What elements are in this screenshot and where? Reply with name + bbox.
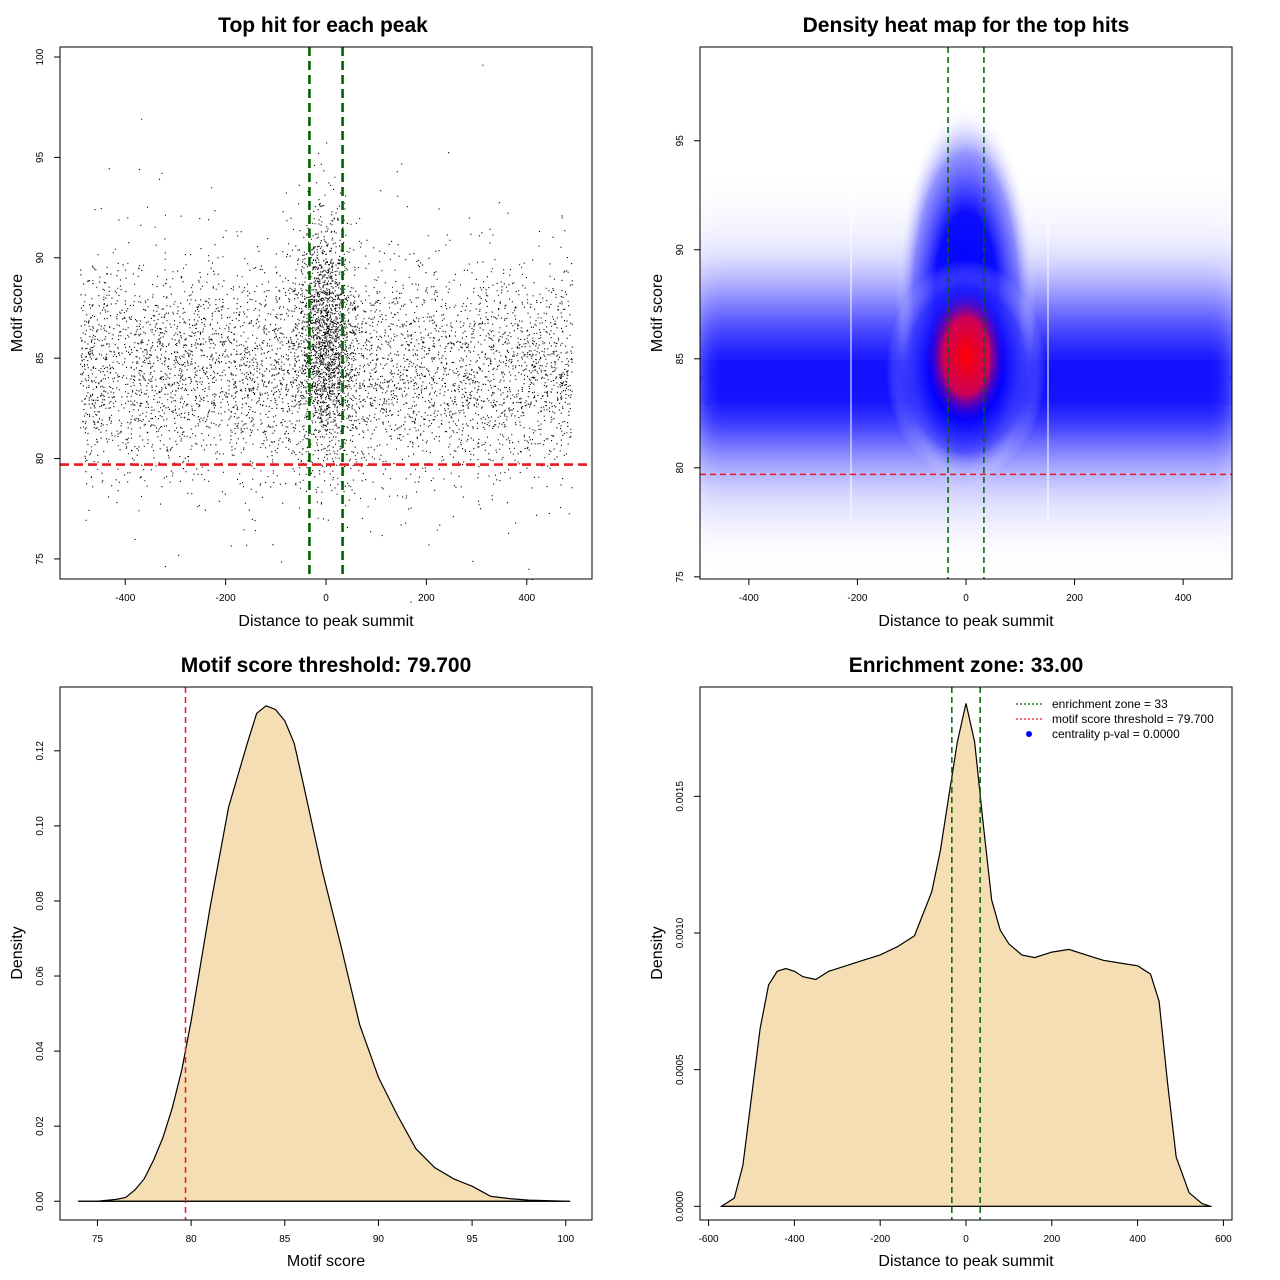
- heatmap-x-tick-label: 200: [1066, 593, 1083, 604]
- score-density-x-tick-label: 100: [557, 1234, 574, 1245]
- heatmap-peak: [924, 286, 1008, 426]
- scatter-y-tick-label: 100: [35, 48, 46, 65]
- scatter-y-tick-label: 85: [35, 352, 46, 364]
- scatter-y-tick-label: 95: [35, 151, 46, 163]
- scatter-y-tick-label: 80: [35, 453, 46, 465]
- score-density-title: Motif score threshold: 79.700: [181, 654, 472, 677]
- score-density-y-tick-label: 0.02: [35, 1116, 46, 1136]
- legend-swatch-pval: [1026, 731, 1032, 737]
- scatter-point-cloud: [80, 64, 573, 603]
- distance-density-y-tick-label: 0.0015: [675, 781, 686, 812]
- scatter-x-tick-label: 200: [418, 593, 435, 604]
- distance-density-x-tick-label: -200: [870, 1234, 890, 1245]
- heatmap-x-tick-label: -400: [739, 593, 759, 604]
- score-density-y-tick-label: 0.12: [35, 741, 46, 761]
- score-density-x-label: Motif score: [287, 1253, 365, 1270]
- score-density-y-axis: 0.00 0.02 0.04 0.06 0.08 0.10 0.12: [35, 741, 61, 1211]
- score-density-y-tick-label: 0.00: [35, 1191, 46, 1211]
- score-density-x-tick-label: 95: [467, 1234, 479, 1245]
- score-density-y-tick-label: 0.04: [35, 1041, 46, 1061]
- score-density-x-tick-label: 80: [186, 1234, 198, 1245]
- distance-density-x-axis: -600 -400 -200 0 200 400 600: [699, 1219, 1232, 1245]
- scatter-x-axis: -400 -200 0 200 400: [115, 578, 536, 604]
- distance-density-x-tick-label: 400: [1129, 1234, 1146, 1245]
- scatter-plot-frame: [59, 46, 593, 580]
- scatter-title: Top hit for each peak: [218, 14, 428, 37]
- heatmap-panel: Density heat map for the top hits -400 -2…: [649, 14, 1233, 630]
- scatter-x-tick-label: 0: [323, 593, 329, 604]
- distance-density-x-tick-label: 0: [963, 1234, 969, 1245]
- score-density-y-label: Density: [9, 926, 26, 979]
- distance-density-x-tick-label: 600: [1215, 1234, 1232, 1245]
- distance-density-y-tick-label: 0.0005: [675, 1054, 686, 1085]
- score-density-y-tick-label: 0.10: [35, 816, 46, 836]
- heatmap-x-label: Distance to peak summit: [878, 613, 1054, 630]
- scatter-points: [80, 64, 573, 603]
- heatmap-density: [700, 47, 1232, 579]
- distance-density-panel: Enrichment zone: 33.00 -600 -400 -200 0 200 4…: [649, 654, 1233, 1270]
- scatter-y-label: Motif score: [9, 274, 26, 352]
- heatmap-x-tick-label: 0: [963, 593, 969, 604]
- score-density-y-tick-label: 0.06: [35, 966, 46, 986]
- distance-density-y-axis: 0.0000 0.0005 0.0010 0.0015: [675, 781, 701, 1222]
- score-density-area: [77, 705, 571, 1202]
- score-density-x-tick-label: 75: [92, 1234, 104, 1245]
- heatmap-y-tick-label: 95: [675, 135, 686, 147]
- distance-density-x-tick-label: -600: [699, 1234, 719, 1245]
- distance-density-area: [719, 703, 1213, 1207]
- distance-density-title: Enrichment zone: 33.00: [849, 654, 1084, 677]
- heatmap-x-axis: -400 -200 0 200 400: [739, 578, 1192, 604]
- distance-density-y-tick-label: 0.0010: [675, 917, 686, 948]
- distance-density-x-label: Distance to peak summit: [878, 1253, 1054, 1270]
- heatmap-title: Density heat map for the top hits: [803, 14, 1130, 37]
- distance-density-x-tick-label: 200: [1043, 1234, 1060, 1245]
- legend-label-pval: centrality p-val = 0.0000: [1052, 727, 1180, 741]
- score-density-x-tick-label: 90: [373, 1234, 385, 1245]
- heatmap-x-tick-label: -200: [847, 593, 867, 604]
- heatmap-y-tick-label: 75: [675, 571, 686, 583]
- scatter-y-tick-label: 75: [35, 553, 46, 565]
- heatmap-y-label: Motif score: [649, 274, 666, 352]
- score-density-y-tick-label: 0.08: [35, 891, 46, 911]
- scatter-y-axis: 75 80 85 90 95 100: [35, 48, 61, 565]
- distance-density-y-label: Density: [649, 926, 666, 979]
- legend-label-zone: enrichment zone = 33: [1052, 697, 1168, 711]
- scatter-x-tick-label: 400: [518, 593, 535, 604]
- score-density-panel: Motif score threshold: 79.700 75 80 85 90 95…: [9, 654, 593, 1270]
- scatter-panel: Top hit for each peak -400 -200 0 200 400 75…: [9, 14, 593, 630]
- score-density-x-tick-label: 85: [279, 1234, 291, 1245]
- distance-density-y-tick-label: 0.0000: [675, 1191, 686, 1222]
- scatter-x-label: Distance to peak summit: [238, 613, 414, 630]
- legend-label-threshold: motif score threshold = 79.700: [1052, 712, 1214, 726]
- heatmap-y-axis: 75 80 85 90 95: [675, 135, 701, 583]
- distance-density-x-tick-label: -400: [784, 1234, 804, 1245]
- heatmap-y-tick-label: 90: [675, 244, 686, 256]
- heatmap-x-tick-label: 400: [1175, 593, 1192, 604]
- scatter-x-tick-label: -400: [115, 593, 135, 604]
- scatter-x-tick-label: -200: [216, 593, 236, 604]
- scatter-y-tick-label: 90: [35, 252, 46, 264]
- heatmap-y-tick-label: 85: [675, 353, 686, 365]
- heatmap-y-tick-label: 80: [675, 462, 686, 474]
- score-density-x-axis: 75 80 85 90 95 100: [92, 1219, 575, 1245]
- legend: enrichment zone = 33 motif score thresho…: [1016, 697, 1214, 741]
